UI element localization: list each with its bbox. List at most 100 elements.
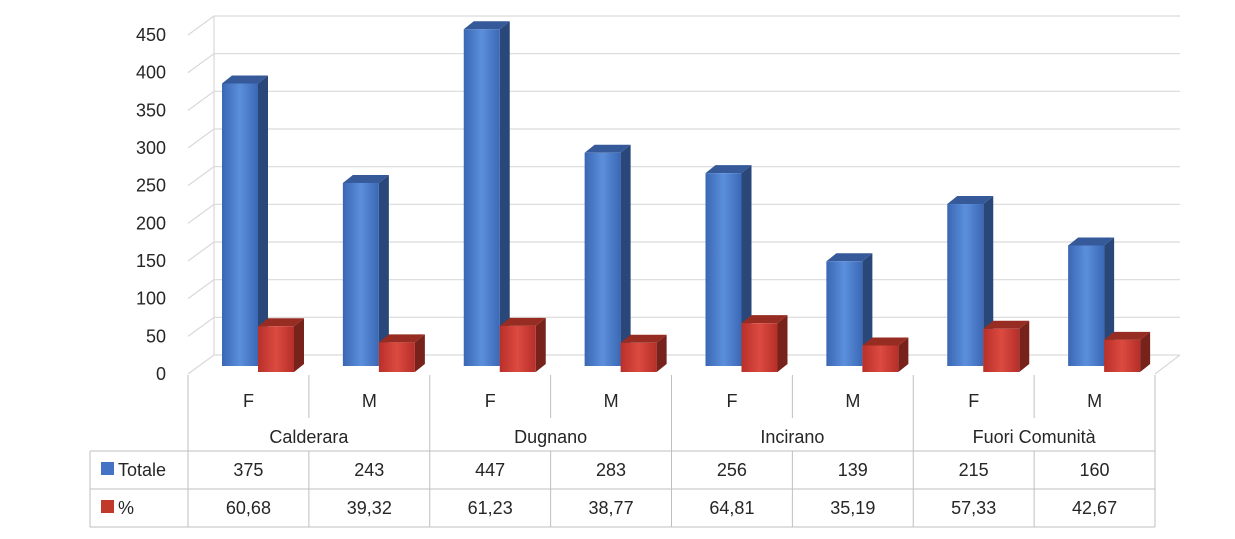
bar-top-face: [705, 165, 752, 174]
bar-percent-0: [258, 318, 304, 372]
bar-side-face: [898, 337, 909, 372]
bar-front-face: [862, 345, 899, 372]
data-label: 35,19: [830, 498, 875, 518]
bar-front-face: [947, 204, 984, 366]
bar-totale-0: [222, 75, 268, 366]
bar-side-face: [1019, 320, 1030, 372]
bar-top-face: [1104, 331, 1151, 340]
x-group-label: Calderara: [269, 427, 349, 447]
y-tick-label: 250: [136, 176, 166, 196]
x-category-label: F: [968, 391, 979, 411]
bar-totale-2: [463, 21, 510, 366]
x-group-label: Incirano: [760, 427, 824, 447]
x-category-label: M: [604, 391, 619, 411]
wall-line-100: [187, 279, 215, 300]
bar-top-face: [222, 75, 268, 84]
y-tick-label: 350: [136, 100, 166, 120]
bar-totale-4: [705, 165, 752, 366]
wall-line-0: [187, 354, 215, 375]
bar-top-face: [862, 337, 909, 346]
bar-side-face: [862, 253, 873, 366]
data-label: 57,33: [951, 498, 996, 518]
legend-key-0: [101, 462, 114, 475]
data-label: 256: [717, 460, 747, 480]
data-label: 160: [1080, 460, 1110, 480]
bar-top-face: [342, 174, 389, 183]
x-category-label: M: [1087, 391, 1102, 411]
bar-front-face: [620, 342, 657, 372]
y-tick-label: 150: [136, 251, 166, 271]
bar-top-face: [620, 334, 667, 343]
wall-line-250: [187, 166, 215, 187]
bar-totale-7: [1068, 237, 1115, 366]
x-category-label: F: [726, 391, 737, 411]
x-category-label: F: [243, 391, 254, 411]
wall-line-350: [187, 90, 215, 111]
legend-label: Totale: [118, 460, 166, 480]
bar-top-face: [499, 317, 546, 326]
legend-label: %: [118, 498, 134, 518]
data-label: 375: [233, 460, 263, 480]
y-tick-label: 450: [136, 25, 166, 45]
bar-top-face: [1068, 237, 1115, 246]
bar-percent-2: [499, 317, 546, 372]
bar-side-face: [535, 317, 546, 372]
bar-side-face: [499, 21, 510, 366]
data-label: 283: [596, 460, 626, 480]
y-tick-label: 300: [136, 138, 166, 158]
bar-top-face: [463, 21, 510, 30]
bar-front-face: [378, 342, 415, 372]
x-group-label: Dugnano: [514, 427, 587, 447]
bar-front-face: [983, 328, 1020, 372]
bar-top-face: [741, 315, 788, 324]
data-label: 60,68: [226, 498, 271, 518]
bar-side-face: [777, 315, 788, 372]
y-tick-label: 400: [136, 63, 166, 83]
bar-top-face: [983, 320, 1030, 329]
x-category-label: F: [485, 391, 496, 411]
bar-front-face: [499, 325, 536, 372]
bar-top-face: [826, 253, 873, 262]
wall-line-50: [187, 316, 215, 337]
wall-line-150: [187, 241, 215, 262]
bar-percent-7: [1104, 331, 1151, 372]
x-group-label: Fuori Comunità: [973, 427, 1097, 447]
wall-line-400: [187, 53, 215, 74]
bar-front-face: [584, 152, 621, 366]
bar-percent-3: [620, 334, 667, 372]
wall-line-200: [187, 203, 215, 224]
bar-totale-3: [584, 144, 631, 366]
bar-side-face: [414, 334, 425, 372]
bar-side-face: [258, 75, 268, 366]
bar-front-face: [463, 29, 500, 366]
bar-totale-1: [342, 174, 389, 366]
bar-front-face: [826, 261, 863, 366]
data-label: 64,81: [709, 498, 754, 518]
bar-side-face: [378, 174, 389, 366]
bar-front-face: [1068, 245, 1105, 366]
data-label: 38,77: [589, 498, 634, 518]
bar-percent-6: [983, 320, 1030, 372]
bar-side-face: [620, 144, 631, 366]
data-label: 42,67: [1072, 498, 1117, 518]
data-label: 139: [838, 460, 868, 480]
wall-line-450: [187, 15, 215, 36]
data-label: 447: [475, 460, 505, 480]
y-tick-label: 200: [136, 213, 166, 233]
bar-top-face: [258, 318, 304, 327]
y-tick-label: 100: [136, 289, 166, 309]
wall-line-300: [187, 128, 215, 149]
bar-side-face: [656, 334, 667, 372]
bar-top-face: [947, 196, 994, 205]
bar-percent-1: [378, 334, 425, 372]
data-label: 243: [354, 460, 384, 480]
bar-totale-5: [826, 253, 873, 366]
data-label: 61,23: [468, 498, 513, 518]
data-label: 39,32: [347, 498, 392, 518]
legend-key-1: [101, 500, 114, 513]
bar-front-face: [222, 83, 258, 366]
bar-top-face: [584, 144, 631, 153]
floor-right-edge: [1154, 354, 1181, 375]
